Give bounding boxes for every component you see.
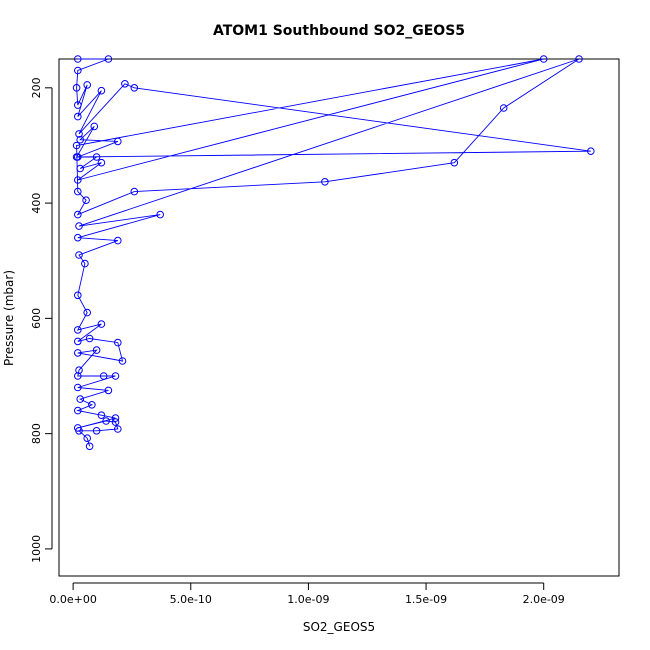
data-point xyxy=(76,135,84,144)
data-point xyxy=(81,259,89,268)
data-point xyxy=(74,291,82,300)
series-line xyxy=(75,58,591,447)
data-point xyxy=(83,434,91,443)
data-point xyxy=(102,417,110,425)
data-point xyxy=(75,366,83,375)
data-point xyxy=(99,372,108,380)
y-tick-label: 400 xyxy=(30,193,43,214)
data-point xyxy=(76,395,84,403)
data-point xyxy=(114,236,122,245)
data-point xyxy=(74,210,82,219)
data-point xyxy=(111,372,120,380)
data-point xyxy=(130,187,139,196)
data-point xyxy=(74,66,82,75)
data-point xyxy=(104,55,113,63)
data-point xyxy=(587,147,595,155)
y-axis: 200 400 600 800 1000 xyxy=(30,77,53,563)
x-axis: 0.0e+00 5.0e-10 1.0e-09 1.5e-09 2.0e-09 xyxy=(49,582,565,606)
data-point xyxy=(88,401,96,409)
data-point xyxy=(75,130,83,138)
data-point xyxy=(104,386,113,395)
data-point xyxy=(450,158,459,167)
data-point xyxy=(114,338,122,347)
data-point xyxy=(321,178,329,186)
data-point xyxy=(114,137,122,146)
data-point xyxy=(76,164,84,173)
data-point xyxy=(97,86,106,95)
data-point xyxy=(85,334,94,343)
x-tick-label: 1.0e-09 xyxy=(287,593,329,606)
data-point xyxy=(114,425,122,433)
data-point xyxy=(97,320,106,328)
x-tick-label: 1.5e-09 xyxy=(405,593,447,606)
data-point xyxy=(75,251,83,259)
data-point xyxy=(74,112,82,121)
data-point xyxy=(74,153,82,161)
data-point xyxy=(121,80,129,88)
data-point xyxy=(92,427,101,435)
data-point xyxy=(74,406,82,415)
data-point xyxy=(499,104,508,112)
data-point xyxy=(74,187,82,196)
data-point xyxy=(92,153,101,161)
x-axis-label: SO2_GEOS5 xyxy=(303,620,375,634)
data-point xyxy=(74,176,82,184)
y-tick-label: 1000 xyxy=(30,535,43,563)
x-tick-label: 2.0e-09 xyxy=(523,593,565,606)
data-point xyxy=(74,101,82,109)
x-tick-label: 0.0e+00 xyxy=(49,593,96,606)
data-point xyxy=(83,308,91,317)
data-point xyxy=(85,442,94,451)
data-point xyxy=(575,55,583,63)
data-point xyxy=(74,372,82,380)
data-point xyxy=(75,427,83,435)
data-point xyxy=(82,196,90,204)
plot-frame xyxy=(58,58,620,577)
data-point xyxy=(118,357,127,365)
data-point xyxy=(74,326,82,334)
data-point xyxy=(539,55,548,63)
data-point xyxy=(72,84,81,92)
data-point xyxy=(97,158,106,167)
data-point xyxy=(90,122,99,131)
y-tick-label: 600 xyxy=(30,308,43,329)
x-tick-label: 5.0e-10 xyxy=(170,593,212,606)
data-point xyxy=(111,414,120,422)
y-axis-label: Pressure (mbar) xyxy=(2,270,16,366)
data-point xyxy=(74,233,82,242)
data-point xyxy=(156,210,164,219)
data-point xyxy=(83,81,91,89)
data-point xyxy=(74,383,82,392)
data-point xyxy=(130,84,139,92)
data-point xyxy=(97,411,106,420)
chart-title: ATOM1 Southbound SO2_GEOS5 xyxy=(213,23,465,39)
data-point xyxy=(111,418,120,426)
data-point xyxy=(72,141,81,150)
y-tick-label: 800 xyxy=(30,423,43,444)
y-tick-label: 200 xyxy=(30,77,43,98)
series-layer xyxy=(72,55,595,451)
data-point xyxy=(92,346,101,354)
data-point xyxy=(75,222,83,230)
data-point xyxy=(74,337,82,346)
data-point xyxy=(74,349,82,357)
data-point xyxy=(74,55,82,63)
